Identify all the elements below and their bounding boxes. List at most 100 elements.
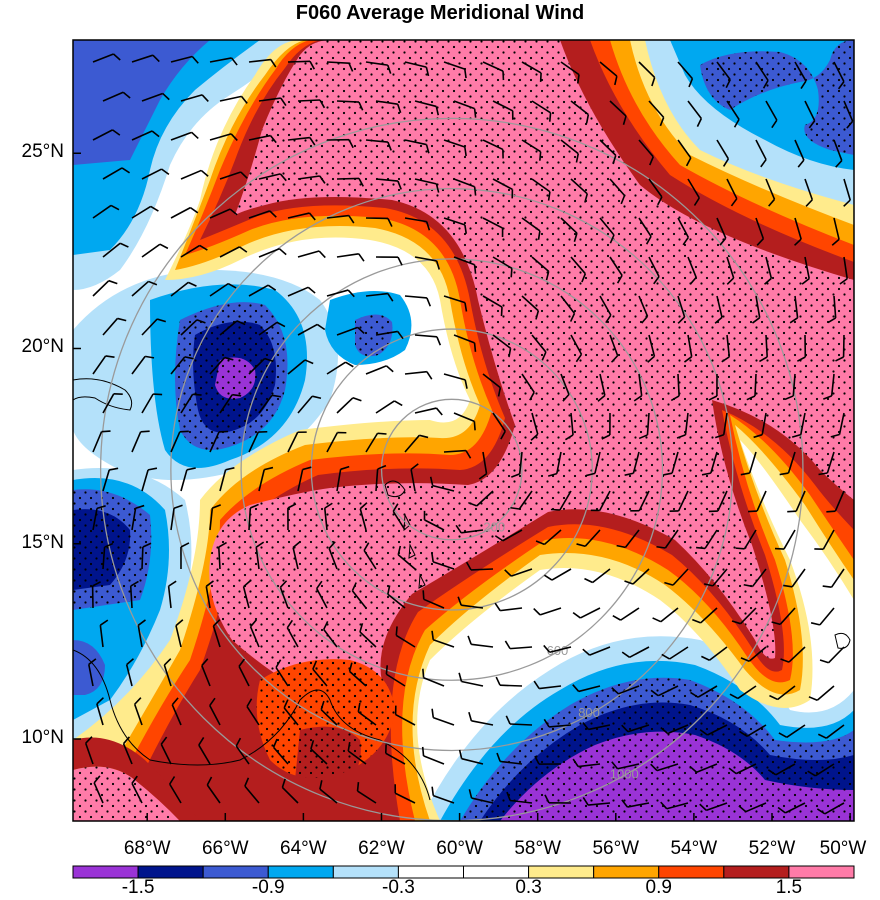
wind-barb-flag (496, 752, 501, 762)
wind-barb (707, 724, 728, 736)
wind-barb (482, 373, 501, 389)
wind-barb (671, 451, 679, 474)
wind-barb-flag (357, 702, 361, 713)
wind-barb (365, 365, 387, 375)
wind-barb-flag (504, 640, 511, 650)
wind-barb-flag (96, 697, 104, 705)
wind-barb-flag (771, 621, 781, 626)
wind-barb (169, 783, 182, 804)
wind-barb (755, 61, 769, 81)
wind-barb (779, 607, 796, 625)
wind-barb-flag (550, 508, 560, 511)
wind-barb (92, 53, 114, 63)
wind-barb-flag (359, 502, 368, 510)
wind-barb (395, 634, 416, 648)
wind-barb (443, 61, 466, 70)
wind-barb-flag (126, 658, 134, 666)
wind-barb (323, 508, 328, 531)
wind-barb (510, 799, 533, 804)
wind-barb-flag (134, 697, 142, 705)
wind-barb-flag (670, 395, 680, 402)
wind-barb (365, 292, 388, 297)
wind-barb-flag (283, 699, 289, 709)
wind-barb (471, 720, 494, 726)
wind-barb-flag (198, 737, 205, 746)
wind-barb (385, 752, 406, 765)
wind-barb-flag (426, 297, 432, 307)
wind-barb (205, 586, 211, 609)
wind-barb (599, 490, 611, 511)
wind-barb (471, 797, 494, 804)
wind-barb (410, 469, 416, 492)
wind-barb (209, 705, 221, 726)
wind-barb (518, 451, 523, 474)
wind-barb-flag (267, 284, 277, 291)
wind-barb (443, 139, 466, 148)
wind-barb (559, 490, 572, 511)
wind-barb-flag (478, 473, 488, 480)
wind-barb (657, 685, 679, 697)
wind-barb (648, 334, 656, 357)
wind-barb-flag (543, 574, 553, 581)
wind-barb (281, 786, 299, 804)
wind-barb-flag (255, 541, 265, 548)
wind-barb-flag (196, 319, 206, 324)
wind-barb-flag (535, 540, 545, 546)
wind-barb (794, 295, 799, 318)
wind-barb (794, 139, 805, 161)
wind-barb (365, 139, 388, 143)
wind-barb (392, 510, 406, 531)
wind-barb-flag (768, 198, 776, 207)
wind-barb-flag (837, 81, 845, 90)
wind-barb (170, 508, 175, 531)
wind-barb (129, 585, 133, 609)
wind-barb (219, 246, 240, 258)
wind-barb-flag (547, 472, 558, 477)
wind-barb (599, 217, 615, 236)
wind-barb-flag (533, 680, 540, 690)
wind-barb-flag (387, 141, 392, 151)
wind-barb (102, 393, 115, 414)
lon-label: 62°W (358, 838, 405, 859)
wind-barb-flag (162, 92, 170, 101)
wind-barb-flag (500, 307, 503, 317)
wind-barb (99, 625, 104, 648)
wind-barb (246, 706, 260, 726)
wind-barb-flag (264, 466, 274, 471)
wind-barb (684, 412, 689, 435)
wind-barb (347, 750, 367, 765)
wind-barb-flag (494, 535, 504, 542)
wind-barb (609, 256, 623, 276)
wind-barb-flag (436, 336, 442, 346)
wind-barb-flag (201, 94, 209, 102)
wind-barb-flag (779, 472, 789, 476)
wind-barb-flag (817, 733, 827, 739)
wind-barb (775, 763, 796, 776)
wind-barb (320, 709, 338, 726)
wind-barb-flag (230, 133, 238, 141)
wind-barb (209, 357, 226, 375)
wind-barb-flag (96, 505, 106, 510)
wind-barb-flag (310, 740, 315, 750)
wind-barb (570, 256, 586, 275)
wind-barb (521, 61, 542, 74)
wind-barb-flag (510, 506, 520, 510)
wind-barb (336, 326, 358, 336)
wind-barb-flag (235, 737, 242, 747)
wind-barb (141, 469, 149, 492)
lat-label: 20°N (21, 336, 64, 358)
wind-barb-flag (292, 541, 301, 549)
wind-barb (92, 355, 107, 375)
wind-barb-flag (714, 316, 723, 324)
lon-label: 56°W (592, 838, 640, 859)
wind-barb (476, 490, 494, 507)
wind-barb (677, 217, 690, 238)
wind-barb (242, 586, 250, 609)
wind-barb (453, 100, 475, 110)
wind-barb (432, 484, 455, 492)
wind-barb-flag (601, 434, 611, 440)
wind-barb (716, 61, 731, 81)
wind-barb-flag (92, 581, 101, 587)
wind-barb (716, 139, 730, 160)
range-ring (240, 258, 664, 681)
